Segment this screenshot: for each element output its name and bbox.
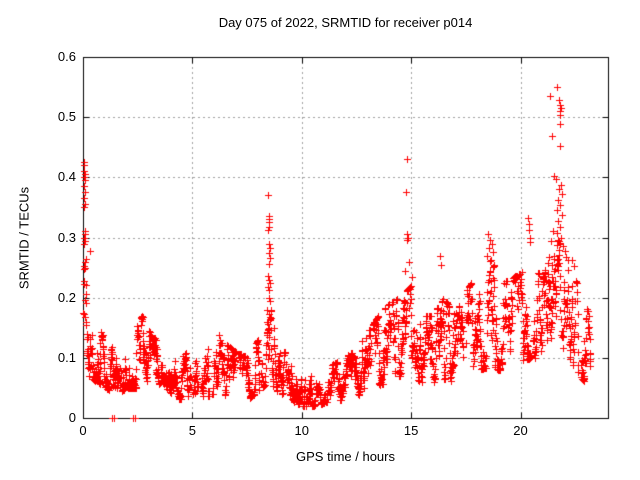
y-tick-label-0.4: 0.4 — [57, 169, 76, 185]
x-tick-label-10: 10 — [294, 423, 309, 438]
y-tick-label-0.5: 0.5 — [57, 109, 76, 125]
y-tick-label-0.6: 0.6 — [57, 49, 76, 64]
y-tick-label-0.3: 0.3 — [57, 229, 76, 245]
y-tick-label-0: 0 — [68, 410, 76, 425]
x-tick-label-20: 20 — [513, 423, 528, 438]
x-tick-label-5: 5 — [188, 423, 196, 438]
x-tick-label-15: 15 — [403, 423, 419, 438]
x-axis-label: GPS time / hours — [296, 449, 395, 464]
chart-title: Day 075 of 2022, SRMTID for receiver p01… — [218, 15, 473, 30]
x-tick-label-0: 0 — [79, 423, 87, 438]
y-tick-label-0.1: 0.1 — [57, 349, 76, 365]
y-tick-label-0.2: 0.2 — [57, 289, 76, 305]
